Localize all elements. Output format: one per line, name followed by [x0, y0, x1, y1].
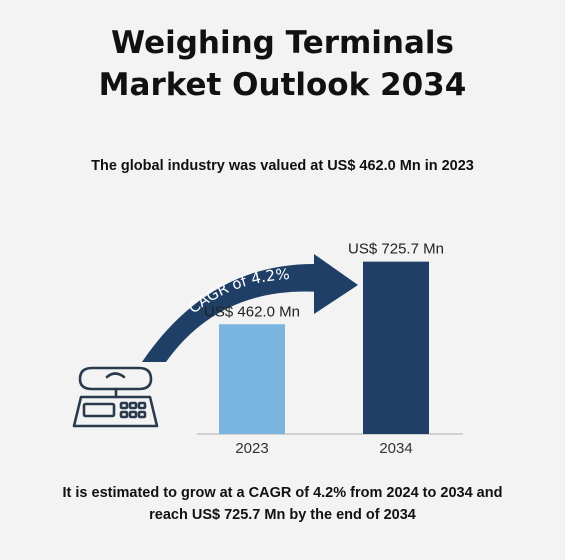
- value-label-2034: US$ 725.7 Mn: [348, 241, 444, 258]
- cagr-arrow-band: [142, 263, 320, 362]
- title-line-1: Weighing Terminals: [110, 25, 454, 61]
- subtitle: The global industry was valued at US$ 46…: [91, 158, 474, 174]
- bar-2034: [363, 261, 429, 434]
- tick-label-2034: 2034: [379, 440, 412, 457]
- footer-note: It is estimated to grow at a CAGR of 4.2…: [20, 482, 545, 526]
- market-chart: CAGR of 4.2% US$ 462.0 Mn US$ 725.7 Mn 2…: [72, 241, 463, 457]
- footer-line-1: It is estimated to grow at a CAGR of 4.2…: [62, 485, 503, 501]
- tick-label-2023: 2023: [235, 440, 268, 457]
- footer-line-2: reach US$ 725.7 Mn by the end of 2034: [149, 507, 416, 523]
- bar-2023: [219, 324, 285, 434]
- title-line-2: Market Outlook 2034: [98, 67, 467, 103]
- page-title: Weighing Terminals Market Outlook 2034: [0, 22, 565, 106]
- value-label-2023: US$ 462.0 Mn: [204, 303, 300, 320]
- cagr-arrow-head: [314, 254, 358, 314]
- weighing-scale-icon: [72, 366, 159, 428]
